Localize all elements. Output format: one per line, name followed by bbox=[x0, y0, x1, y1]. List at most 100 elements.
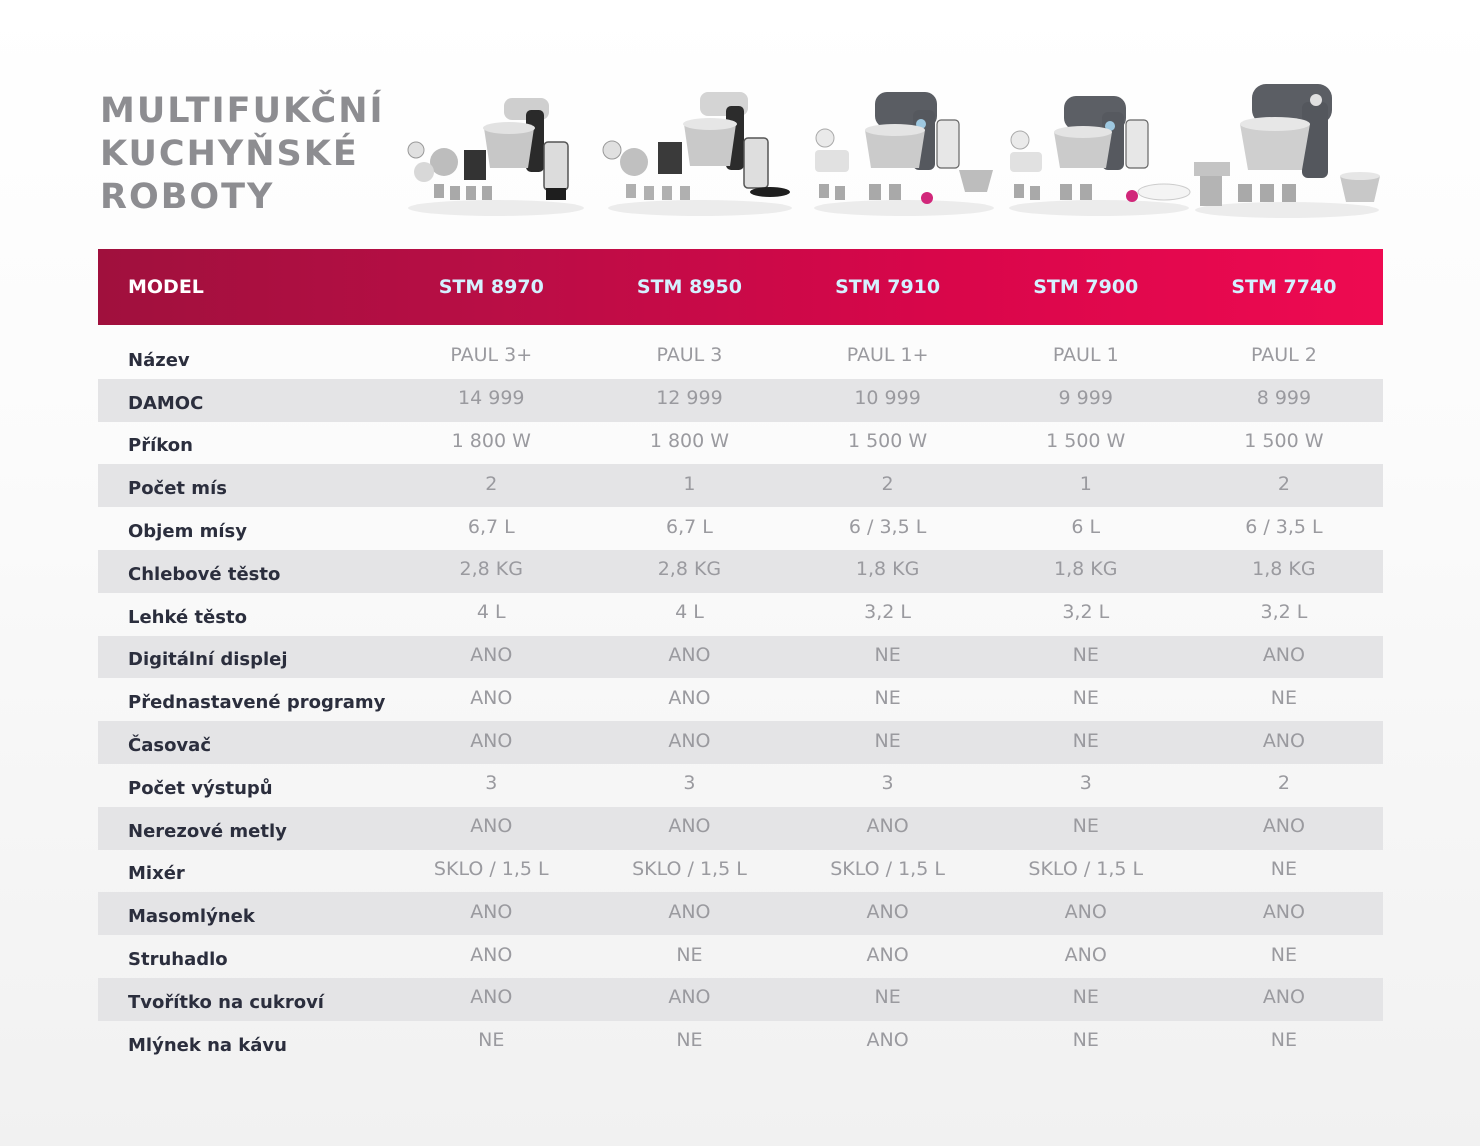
title-line: ROBOTY bbox=[100, 177, 275, 217]
table-cell: NE bbox=[1270, 857, 1298, 880]
table-row: Chlebové těsto 2,8 KG 2,8 KG 1,8 KG 1,8 KG 1,… bbox=[98, 549, 1383, 593]
table-cell: 2 bbox=[881, 472, 894, 495]
table-cell: NE bbox=[1072, 815, 1099, 838]
table-row: Počet výstupů 3 3 3 3 2 bbox=[98, 764, 1383, 807]
table-cell: 2 bbox=[1277, 472, 1290, 495]
table-cell: 3 bbox=[485, 772, 498, 795]
title-line: MULTIFUKČNÍ bbox=[100, 91, 385, 131]
table-cell: 2 bbox=[485, 472, 498, 495]
table-cell: ANO bbox=[668, 729, 711, 752]
table-header: MODEL STM 8970 STM 8950 STM 7910 STM 790… bbox=[98, 249, 1383, 325]
table-cell: PAUL 3+ bbox=[450, 344, 533, 367]
table-cell: NE bbox=[1270, 1029, 1298, 1052]
page-title: MULTIFUKČNÍ KUCHYŇSKÉ ROBOTY bbox=[100, 90, 385, 219]
table-cell: NE bbox=[1072, 1029, 1099, 1052]
table-cell: NE bbox=[874, 986, 901, 1009]
model-name: STM 7900 bbox=[1033, 276, 1139, 298]
table-cell: 3,2 L bbox=[1260, 601, 1308, 624]
row-label: Lehké těsto bbox=[128, 606, 247, 628]
model-name: STM 8970 bbox=[438, 276, 544, 298]
table-cell: NE bbox=[1072, 686, 1099, 709]
comparison-table: MODEL STM 8970 STM 8950 STM 7910 STM 790… bbox=[98, 249, 1383, 1064]
table-cell: ANO bbox=[470, 686, 513, 709]
table-cell: 1,8 KG bbox=[1252, 558, 1316, 581]
table-cell: 3,2 L bbox=[1062, 601, 1110, 624]
row-label: Počet výstupů bbox=[128, 777, 273, 799]
table-cell: 2 bbox=[1277, 772, 1290, 795]
table-row: Masomlýnek ANO ANO ANO ANO ANO bbox=[98, 892, 1383, 936]
table-cell: ANO bbox=[668, 686, 711, 709]
table-cell: 6 / 3,5 L bbox=[1245, 515, 1323, 538]
table-cell: ANO bbox=[470, 943, 513, 966]
table-cell: 12 999 bbox=[656, 387, 723, 410]
table-cell: SKLO / 1,5 L bbox=[632, 857, 747, 880]
table-cell: SKLO / 1,5 L bbox=[1028, 857, 1144, 880]
table-row: Příkon 1 800 W 1 800 W 1 500 W 1 500 W 1 500 … bbox=[98, 422, 1383, 465]
row-label: Příkon bbox=[128, 435, 193, 457]
model-name: STM 7910 bbox=[835, 276, 941, 298]
table-cell: ANO bbox=[1262, 729, 1305, 752]
table-cell: NE bbox=[874, 686, 901, 709]
table-cell: 6 L bbox=[1071, 515, 1101, 538]
table-cell: NE bbox=[1072, 986, 1099, 1009]
table-cell: ANO bbox=[866, 1029, 909, 1052]
table-cell: ANO bbox=[1262, 643, 1305, 666]
table-cell: PAUL 1+ bbox=[846, 344, 929, 367]
row-label: Masomlýnek bbox=[128, 906, 255, 928]
row-label: Objem mísy bbox=[128, 521, 247, 543]
table-row: Digitální displej ANO ANO NE NE ANO bbox=[98, 635, 1383, 679]
table-cell: 1 800 W bbox=[451, 429, 531, 452]
table-cell: 1 bbox=[683, 472, 696, 495]
table-row: Název PAUL 3+ PAUL 3 PAUL 1+ PAUL 1 PAUL 2 bbox=[98, 336, 1383, 379]
table-cell: NE bbox=[1270, 686, 1298, 709]
table-cell: ANO bbox=[866, 815, 909, 838]
table-row: Tvořítko na cukroví ANO ANO NE NE ANO bbox=[98, 977, 1383, 1021]
table-cell: ANO bbox=[1262, 900, 1305, 923]
product-images bbox=[404, 80, 1384, 225]
table-cell: ANO bbox=[668, 986, 711, 1009]
table-cell: 1 500 W bbox=[847, 429, 928, 452]
row-label: Časovač bbox=[128, 735, 211, 757]
table-cell: ANO bbox=[1262, 815, 1305, 838]
table-cell: NE bbox=[1072, 729, 1099, 752]
table-row: Nerezové metly ANO ANO ANO NE ANO bbox=[98, 806, 1383, 850]
model-name: STM 7740 bbox=[1231, 276, 1337, 298]
table-cell: 3,2 L bbox=[864, 601, 912, 624]
table-cell: ANO bbox=[668, 643, 711, 666]
table-cell: 1 bbox=[1079, 472, 1092, 495]
table-cell: 9 999 bbox=[1058, 387, 1113, 410]
table-cell: 3 bbox=[683, 772, 696, 795]
row-label: Mlýnek na kávu bbox=[128, 1034, 287, 1056]
row-label: Tvořítko na cukroví bbox=[128, 991, 324, 1013]
header-label: MODEL bbox=[128, 276, 204, 298]
row-label: Přednastavené programy bbox=[128, 692, 386, 714]
table-cell: NE bbox=[874, 729, 901, 752]
table-cell: NE bbox=[1270, 943, 1298, 966]
table-cell: SKLO / 1,5 L bbox=[433, 857, 549, 880]
table-cell: 4 L bbox=[476, 601, 506, 624]
table-row: Přednastavené programy ANO ANO NE NE NE bbox=[98, 678, 1383, 721]
table-cell: ANO bbox=[470, 729, 513, 752]
table-cell: ANO bbox=[470, 986, 513, 1009]
row-label: Mixér bbox=[128, 863, 185, 885]
table-cell: 3 bbox=[881, 772, 894, 795]
row-label: Chlebové těsto bbox=[128, 563, 281, 585]
product-image bbox=[1009, 96, 1191, 216]
table-cell: ANO bbox=[470, 815, 513, 838]
table-cell: SKLO / 1,5 L bbox=[830, 857, 945, 880]
product-image bbox=[1194, 84, 1380, 218]
table-cell: NE bbox=[478, 1029, 505, 1052]
table-row: Mlýnek na kávu NE NE ANO NE NE bbox=[98, 1021, 1383, 1064]
table-body: Název PAUL 3+ PAUL 3 PAUL 1+ PAUL 1 PAUL 2 DAM… bbox=[98, 325, 1383, 1064]
table-row: Lehké těsto 4 L 4 L 3,2 L 3,2 L 3,2 L bbox=[98, 593, 1383, 636]
table-cell: PAUL 1 bbox=[1052, 344, 1119, 367]
table-cell: 6 / 3,5 L bbox=[848, 515, 927, 538]
table-cell: 4 L bbox=[675, 601, 704, 624]
table-cell: ANO bbox=[1262, 986, 1305, 1009]
table-row: Objem mísy 6,7 L 6,7 L 6 / 3,5 L 6 L 6 / 3,5 … bbox=[98, 507, 1383, 550]
table-cell: 1,8 KG bbox=[1054, 558, 1118, 581]
row-label: Digitální displej bbox=[128, 649, 288, 671]
table-cell: PAUL 3 bbox=[656, 344, 723, 367]
row-label: Nerezové metly bbox=[128, 820, 287, 842]
table-row: Struhadlo ANO NE ANO ANO NE bbox=[98, 935, 1383, 978]
